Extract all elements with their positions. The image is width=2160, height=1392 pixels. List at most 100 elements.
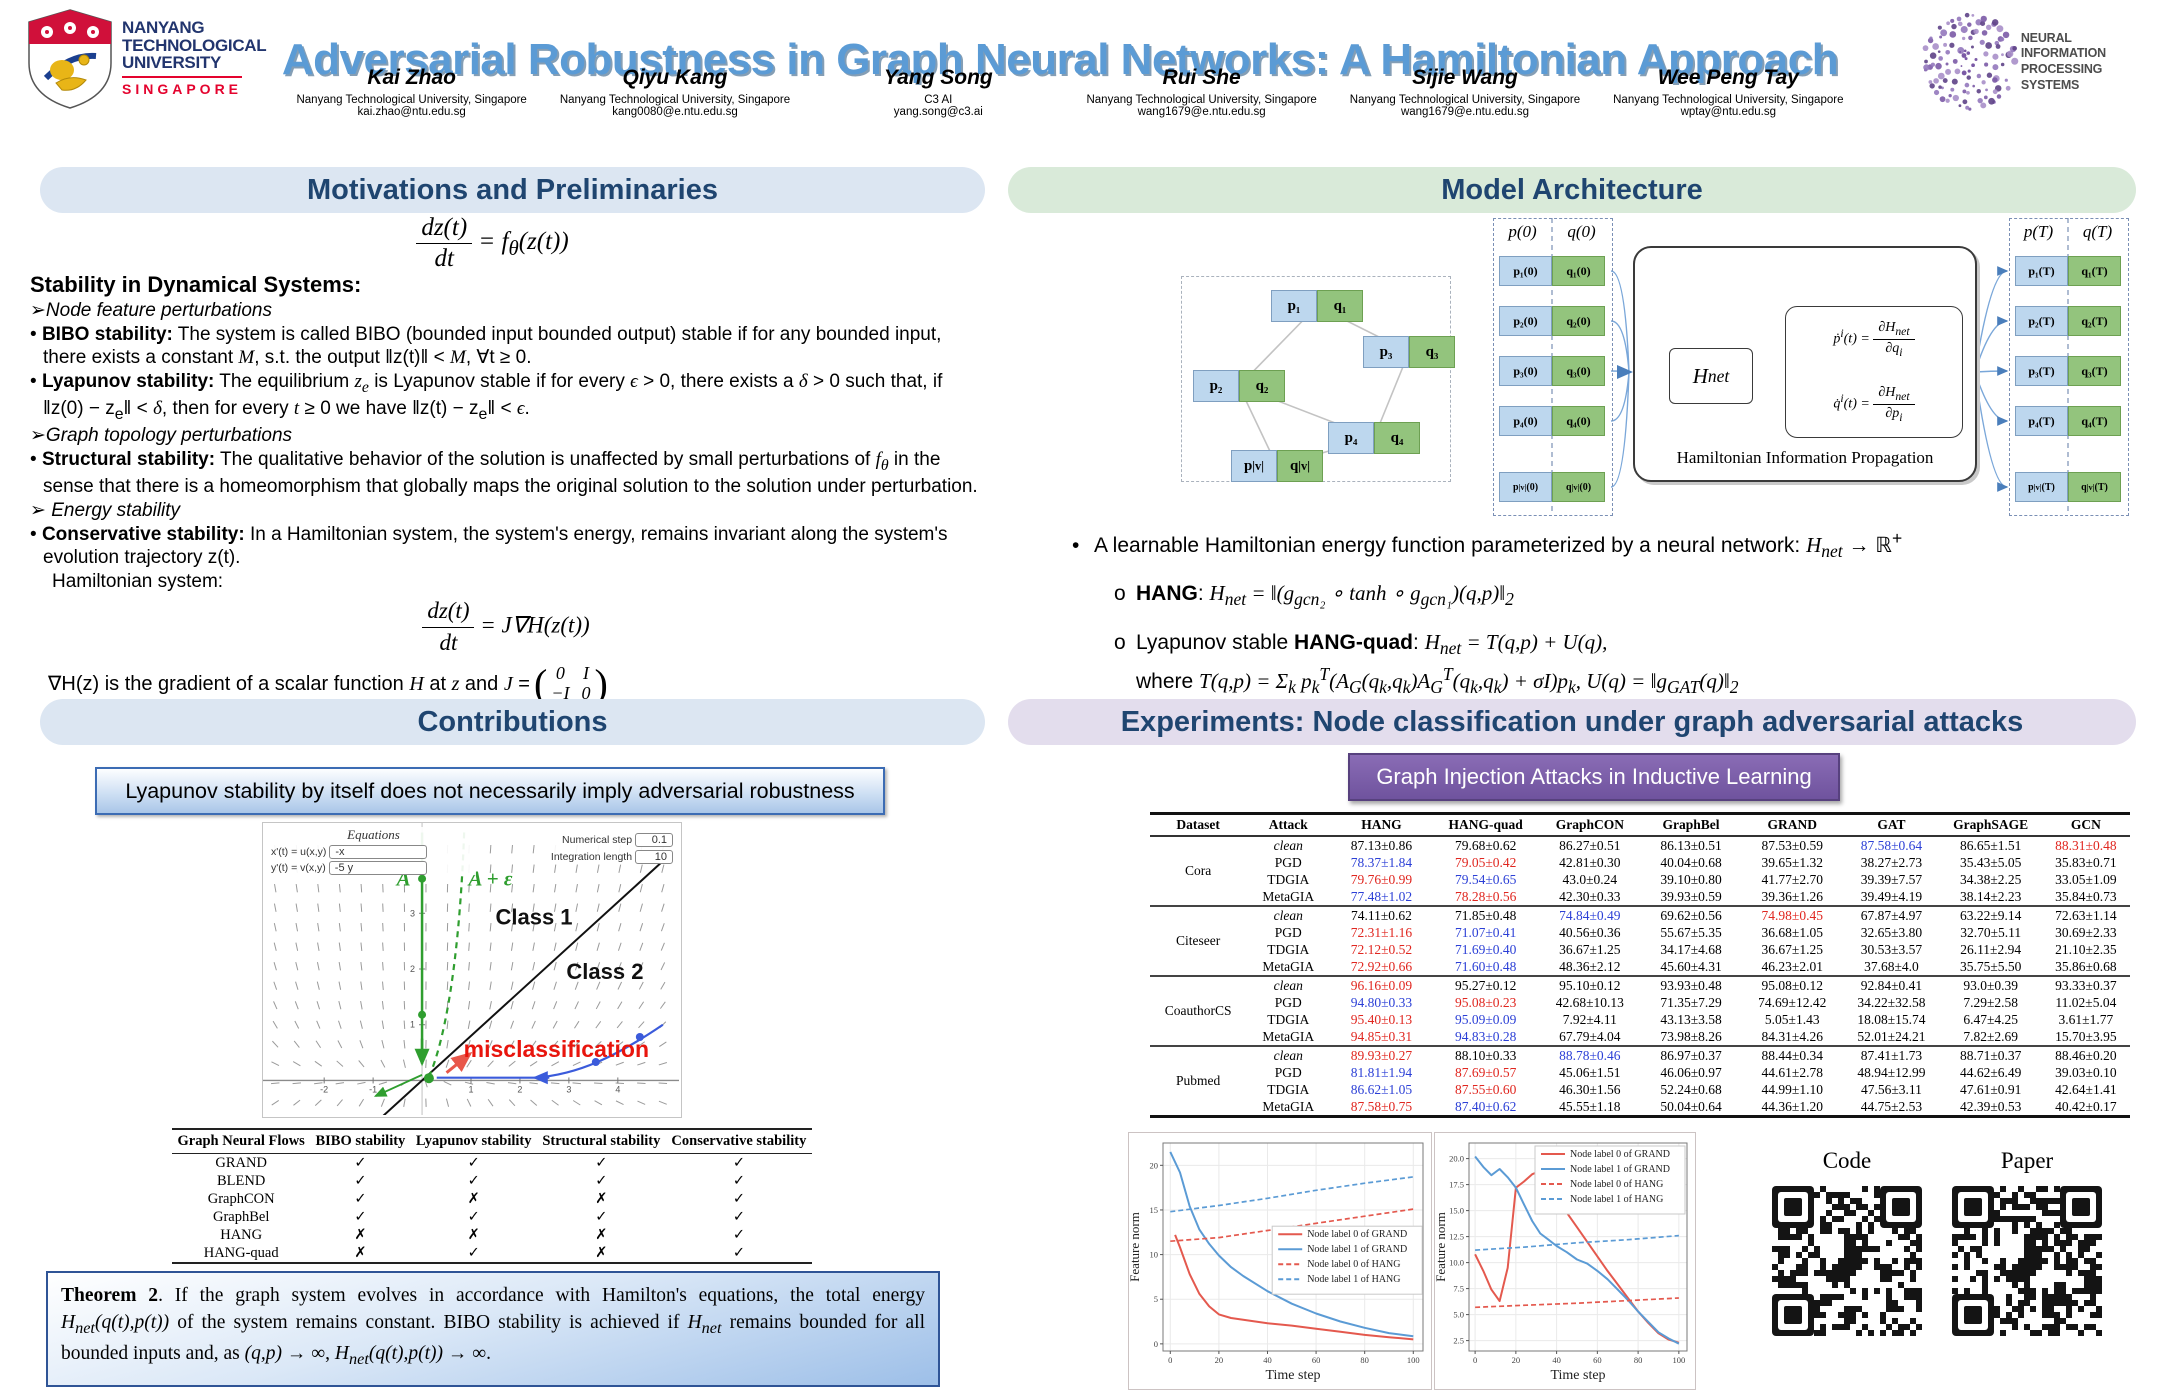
result-value: 67.79±4.04 xyxy=(1539,1028,1641,1046)
result-value: 95.08±0.12 xyxy=(1741,976,1843,994)
svg-text:60: 60 xyxy=(1312,1355,1321,1365)
svg-text:10.0: 10.0 xyxy=(1449,1258,1464,1268)
ntu-line1: NANYANG xyxy=(122,19,266,37)
author-email: kang0080@e.ntu.edu.sg xyxy=(543,106,806,118)
result-value: 92.84±0.41 xyxy=(1843,976,1939,994)
svg-text:Node label 1 of HANG: Node label 1 of HANG xyxy=(1570,1194,1663,1205)
result-value: 47.61±0.91 xyxy=(1940,1081,2042,1098)
stability-mark: ✓ xyxy=(537,1172,666,1190)
result-value: 87.53±0.59 xyxy=(1741,836,1843,854)
svg-text:100: 100 xyxy=(1407,1355,1420,1365)
stability-mark: ✓ xyxy=(410,1154,536,1173)
eq-q-dot: q̇i(t) = ∂Hnet∂pi xyxy=(1833,385,1914,424)
motivation-item: • BIBO stability: The system is called B… xyxy=(30,323,982,370)
result-value: 40.42±0.17 xyxy=(2042,1098,2130,1117)
bullet-quad-line2: where T(q,p) = Σk pkT(AG(qk,qk)AGT(qk,qk… xyxy=(1136,670,1739,693)
result-value: 88.71±0.37 xyxy=(1940,1046,2042,1064)
stability-mark: ✗ xyxy=(310,1226,410,1244)
stability-mark: ✓ xyxy=(310,1190,410,1208)
svg-text:Node label 0 of HANG: Node label 0 of HANG xyxy=(1307,1259,1400,1270)
stability-mark: ✓ xyxy=(666,1208,812,1226)
result-value: 39.03±0.10 xyxy=(2042,1064,2130,1081)
svg-text:2: 2 xyxy=(410,964,415,974)
svg-text:Feature norm: Feature norm xyxy=(1435,1212,1448,1282)
result-value: 71.60±0.48 xyxy=(1433,958,1539,976)
result-value: 34.22±32.58 xyxy=(1843,994,1939,1011)
author-name: Qiyu Kang xyxy=(543,66,806,90)
result-value: 88.10±0.33 xyxy=(1433,1046,1539,1064)
result-value: 30.53±3.57 xyxy=(1843,941,1939,958)
ntu-singapore: SINGAPORE xyxy=(122,76,242,97)
stability-mark: ✓ xyxy=(310,1172,410,1190)
results-col-header: GCN xyxy=(2042,814,2130,837)
result-value: 84.31±4.26 xyxy=(1741,1028,1843,1046)
attack-name: MetaGIA xyxy=(1246,1028,1330,1046)
output-column-header: p(T)q(T) xyxy=(2009,222,2127,242)
output-state-cell: p₂(T)q₂(T) xyxy=(2015,306,2121,336)
stability-mark: ✓ xyxy=(666,1226,812,1244)
svg-text:-1: -1 xyxy=(369,1084,377,1094)
stability-mark: ✓ xyxy=(410,1172,536,1190)
attack-name: TDGIA xyxy=(1246,1011,1330,1028)
result-value: 5.05±1.43 xyxy=(1741,1011,1843,1028)
result-value: 40.56±0.36 xyxy=(1539,924,1641,941)
author-email: yang.song@c3.ai xyxy=(807,106,1070,118)
svg-text:15: 15 xyxy=(1150,1205,1159,1215)
svg-text:80: 80 xyxy=(1360,1355,1369,1365)
result-value: 74.11±0.62 xyxy=(1330,906,1432,924)
svg-text:100: 100 xyxy=(1672,1355,1685,1365)
stability-row: HANG✗✗✗✓ xyxy=(172,1226,812,1244)
result-value: 36.67±1.25 xyxy=(1741,941,1843,958)
results-col-header: Attack xyxy=(1246,814,1330,837)
result-value: 88.31±0.48 xyxy=(2042,836,2130,854)
svg-text:4: 4 xyxy=(615,1084,620,1094)
result-value: 35.75±5.50 xyxy=(1940,958,2042,976)
result-value: 44.36±1.20 xyxy=(1741,1098,1843,1117)
result-value: 81.81±1.94 xyxy=(1330,1064,1432,1081)
result-value: 86.13±0.51 xyxy=(1641,836,1741,854)
attack-name: clean xyxy=(1246,976,1330,994)
result-value: 86.97±0.37 xyxy=(1641,1046,1741,1064)
neurips-line1: NEURAL INFORMATION xyxy=(2021,31,2154,62)
stability-col-header: BIBO stability xyxy=(310,1129,410,1154)
attack-name: TDGIA xyxy=(1246,1081,1330,1098)
attack-name: clean xyxy=(1246,836,1330,854)
bullet-learnable-text: A learnable Hamiltonian energy function … xyxy=(1094,534,1902,557)
result-value: 42.68±10.13 xyxy=(1539,994,1641,1011)
result-value: 93.93±0.48 xyxy=(1641,976,1741,994)
stability-mark: ✓ xyxy=(310,1208,410,1226)
stability-mark: ✓ xyxy=(410,1244,536,1263)
attack-name: PGD xyxy=(1246,924,1330,941)
result-value: 87.13±0.86 xyxy=(1330,836,1432,854)
code-qr-label: Code xyxy=(1772,1148,1922,1174)
author-email: kai.zhao@ntu.edu.sg xyxy=(280,106,543,118)
attack-name: MetaGIA xyxy=(1246,1098,1330,1117)
result-value: 48.36±2.12 xyxy=(1539,958,1641,976)
result-value: 37.68±4.0 xyxy=(1843,958,1939,976)
bullet-circle: o xyxy=(1114,578,1136,610)
result-value: 18.08±15.74 xyxy=(1843,1011,1939,1028)
input-state-cell: p₁(0)q₁(0) xyxy=(1499,256,1605,286)
result-value: 50.04±0.64 xyxy=(1641,1098,1741,1117)
result-value: 89.93±0.27 xyxy=(1330,1046,1432,1064)
result-value: 42.39±0.53 xyxy=(1940,1098,2042,1117)
section-header-contributions: Contributions xyxy=(40,699,985,745)
result-value: 7.92±4.11 xyxy=(1539,1011,1641,1028)
result-value: 47.56±3.11 xyxy=(1843,1081,1939,1098)
